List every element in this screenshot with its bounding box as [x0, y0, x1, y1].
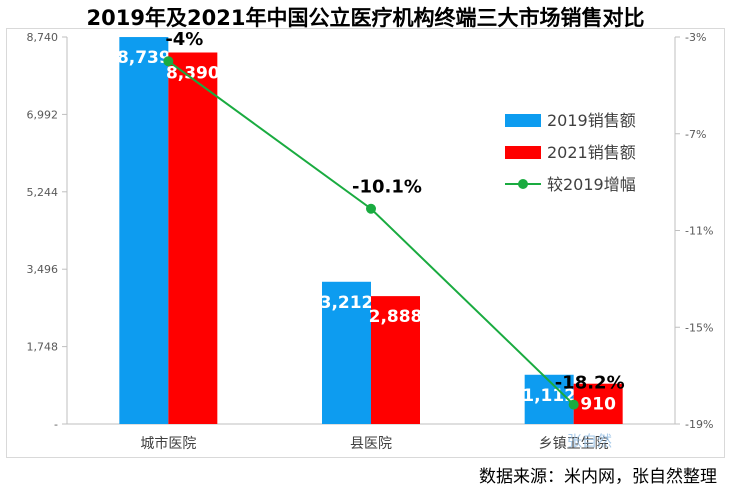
legend-swatch [505, 146, 541, 159]
bar [168, 52, 218, 424]
y-left-tick-label: 5,244 [27, 186, 59, 199]
bar [322, 281, 371, 424]
growth-point [366, 203, 376, 214]
x-category-label: 县医院 [350, 436, 392, 452]
bar [119, 37, 169, 424]
y-right-tick-label: -3% [685, 31, 706, 44]
y-left-tick-label: 1,748 [27, 341, 59, 354]
y-right-tick-label: -15% [685, 321, 713, 334]
x-category-label: 乡镇卫生院 [539, 436, 609, 452]
growth-point [163, 56, 174, 67]
y-right-tick-label: -11% [685, 225, 713, 238]
y-left-tick-label: 8,740 [27, 31, 59, 44]
chart-frame [6, 28, 725, 458]
legend-swatch-marker [518, 179, 528, 189]
source-note: 数据来源：米内网，张自然整理 [479, 467, 717, 487]
bar-value-label: 2,888 [369, 307, 423, 327]
bar-value-label: 1,112 [522, 386, 576, 406]
bar [573, 383, 623, 424]
bar [371, 296, 420, 424]
growth-value-label: -18.2% [555, 373, 625, 394]
legend-label: 2021销售额 [547, 143, 636, 162]
bar [524, 374, 574, 424]
x-category-label: 城市医院 [140, 435, 196, 452]
growth-point [568, 399, 579, 410]
growth-value-label: -10.1% [352, 177, 422, 198]
chart-title: 2019年及2021年中国公立医疗机构终端三大市场销售对比 [86, 6, 645, 30]
legend-label: 较2019增幅 [547, 175, 636, 194]
y-right-tick-label: -7% [685, 128, 706, 141]
growth-value-label: -4% [165, 29, 203, 50]
y-left-tick-label: 3,496 [27, 263, 59, 276]
y-left-tick-label: 6,992 [27, 108, 59, 121]
bar-value-label: 910 [580, 395, 616, 415]
watermark: 张自然 [567, 432, 613, 450]
bar-value-label: 8,739 [117, 48, 171, 68]
y-left-tick-label: - [54, 418, 58, 431]
legend-label: 2019销售额 [547, 111, 636, 130]
bar-value-label: 3,212 [320, 293, 374, 313]
legend-swatch [505, 114, 541, 127]
y-right-tick-label: -19% [685, 418, 713, 431]
